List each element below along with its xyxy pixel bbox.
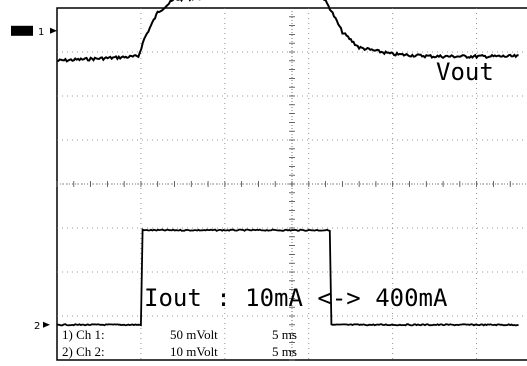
ch1-scale: 50 mVolt <box>170 327 218 342</box>
vout-label: Vout <box>436 58 494 86</box>
ch2-marker-label: 2 <box>34 321 40 332</box>
ch1-id: 1) Ch 1: <box>62 327 105 342</box>
ch2-scale: 10 mVolt <box>170 344 218 359</box>
ch2-id: 2) Ch 2: <box>62 344 105 359</box>
ch2-marker-arrow <box>43 321 50 328</box>
ch1-marker-label: 1 <box>38 27 44 38</box>
ch2-time: 5 ms <box>272 344 297 359</box>
trace-vout <box>56 0 519 63</box>
graticule <box>56 7 527 361</box>
ch1-time: 5 ms <box>272 327 297 342</box>
channel-markers: 12 <box>11 25 57 332</box>
traces <box>56 0 519 327</box>
channel-info: 1) Ch 1: 50 mVolt 5 ms 2) Ch 2: 10 mVolt… <box>62 327 297 359</box>
ch1-marker-block <box>11 25 33 36</box>
ch1-marker-arrow <box>50 27 57 34</box>
iout-label: Iout : 10mA <-> 400mA <box>144 284 448 312</box>
trace-iout <box>56 228 519 327</box>
